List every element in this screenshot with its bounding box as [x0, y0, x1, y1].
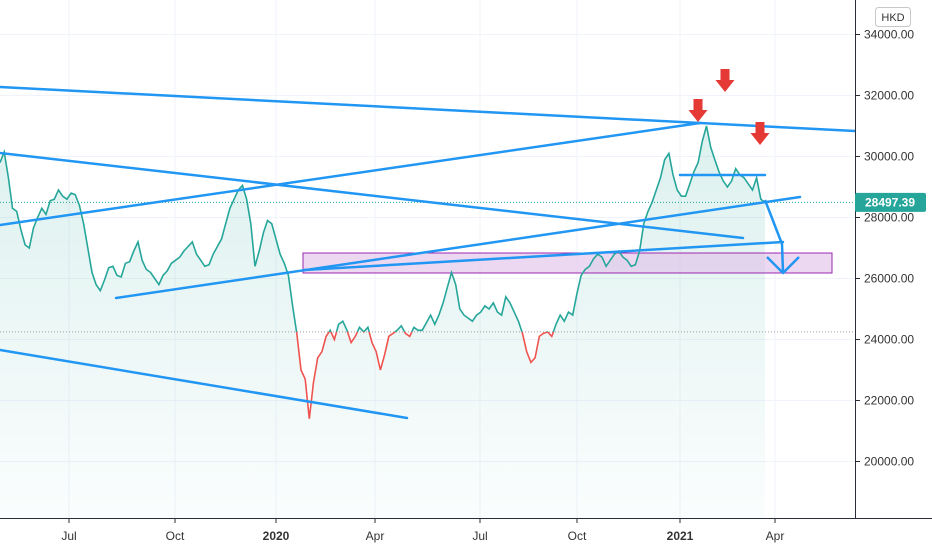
y-tick-label: 32000.00	[864, 89, 914, 103]
annotation-arrows[interactable]	[688, 69, 800, 275]
rising-support-trendline[interactable]	[114, 195, 802, 300]
support-zone-rectangle[interactable]	[302, 252, 833, 274]
y-tick-label: 34000.00	[864, 28, 914, 42]
x-tick-label: 2021	[667, 529, 694, 543]
rising-resistance-trendline[interactable]	[0, 121, 702, 227]
price-line-below-baseline	[295, 331, 555, 419]
time-axis[interactable]: Jul Oct 2020 Apr Jul Oct 2021 Apr	[61, 518, 784, 543]
price-axis[interactable]: 34000.00 32000.00 30000.00 28000.00 26000.00…	[855, 28, 914, 469]
x-tick-label: Apr	[766, 529, 785, 543]
upper-channel-trendline[interactable]	[0, 85, 855, 133]
y-tick-label: 20000.00	[864, 455, 914, 469]
lower-rising-trendline[interactable]	[302, 240, 785, 272]
peak-down-arrow-icon-2[interactable]	[715, 69, 735, 92]
last-price-tag: 28497.39	[855, 192, 926, 212]
projection-arrow-line[interactable]	[763, 199, 785, 273]
falling-channel-trendline[interactable]	[0, 151, 745, 240]
y-tick-label: 26000.00	[864, 272, 914, 286]
currency-label: HKD	[881, 12, 904, 24]
trendlines[interactable]	[0, 85, 855, 420]
price-area-fill	[0, 126, 765, 518]
currency-badge[interactable]: HKD	[875, 7, 911, 27]
x-tick-label: 2020	[263, 529, 290, 543]
x-tick-label: Oct	[166, 529, 185, 543]
price-line-above-baseline	[0, 125, 766, 332]
projection-arrowhead[interactable]	[766, 256, 800, 275]
x-tick-label: Oct	[568, 529, 587, 543]
x-tick-label: Jul	[61, 529, 76, 543]
y-tick-label: 30000.00	[864, 150, 914, 164]
lower-channel-trendline[interactable]	[0, 348, 409, 420]
peak-down-arrow-icon-1[interactable]	[688, 99, 708, 122]
x-tick-label: Apr	[366, 529, 385, 543]
x-tick-label: Jul	[472, 529, 487, 543]
last-price-value: 28497.39	[865, 195, 915, 209]
y-tick-label: 22000.00	[864, 394, 914, 408]
y-tick-label: 24000.00	[864, 333, 914, 347]
y-tick-label: 28000.00	[864, 211, 914, 225]
peak-down-arrow-icon-3[interactable]	[750, 122, 770, 145]
